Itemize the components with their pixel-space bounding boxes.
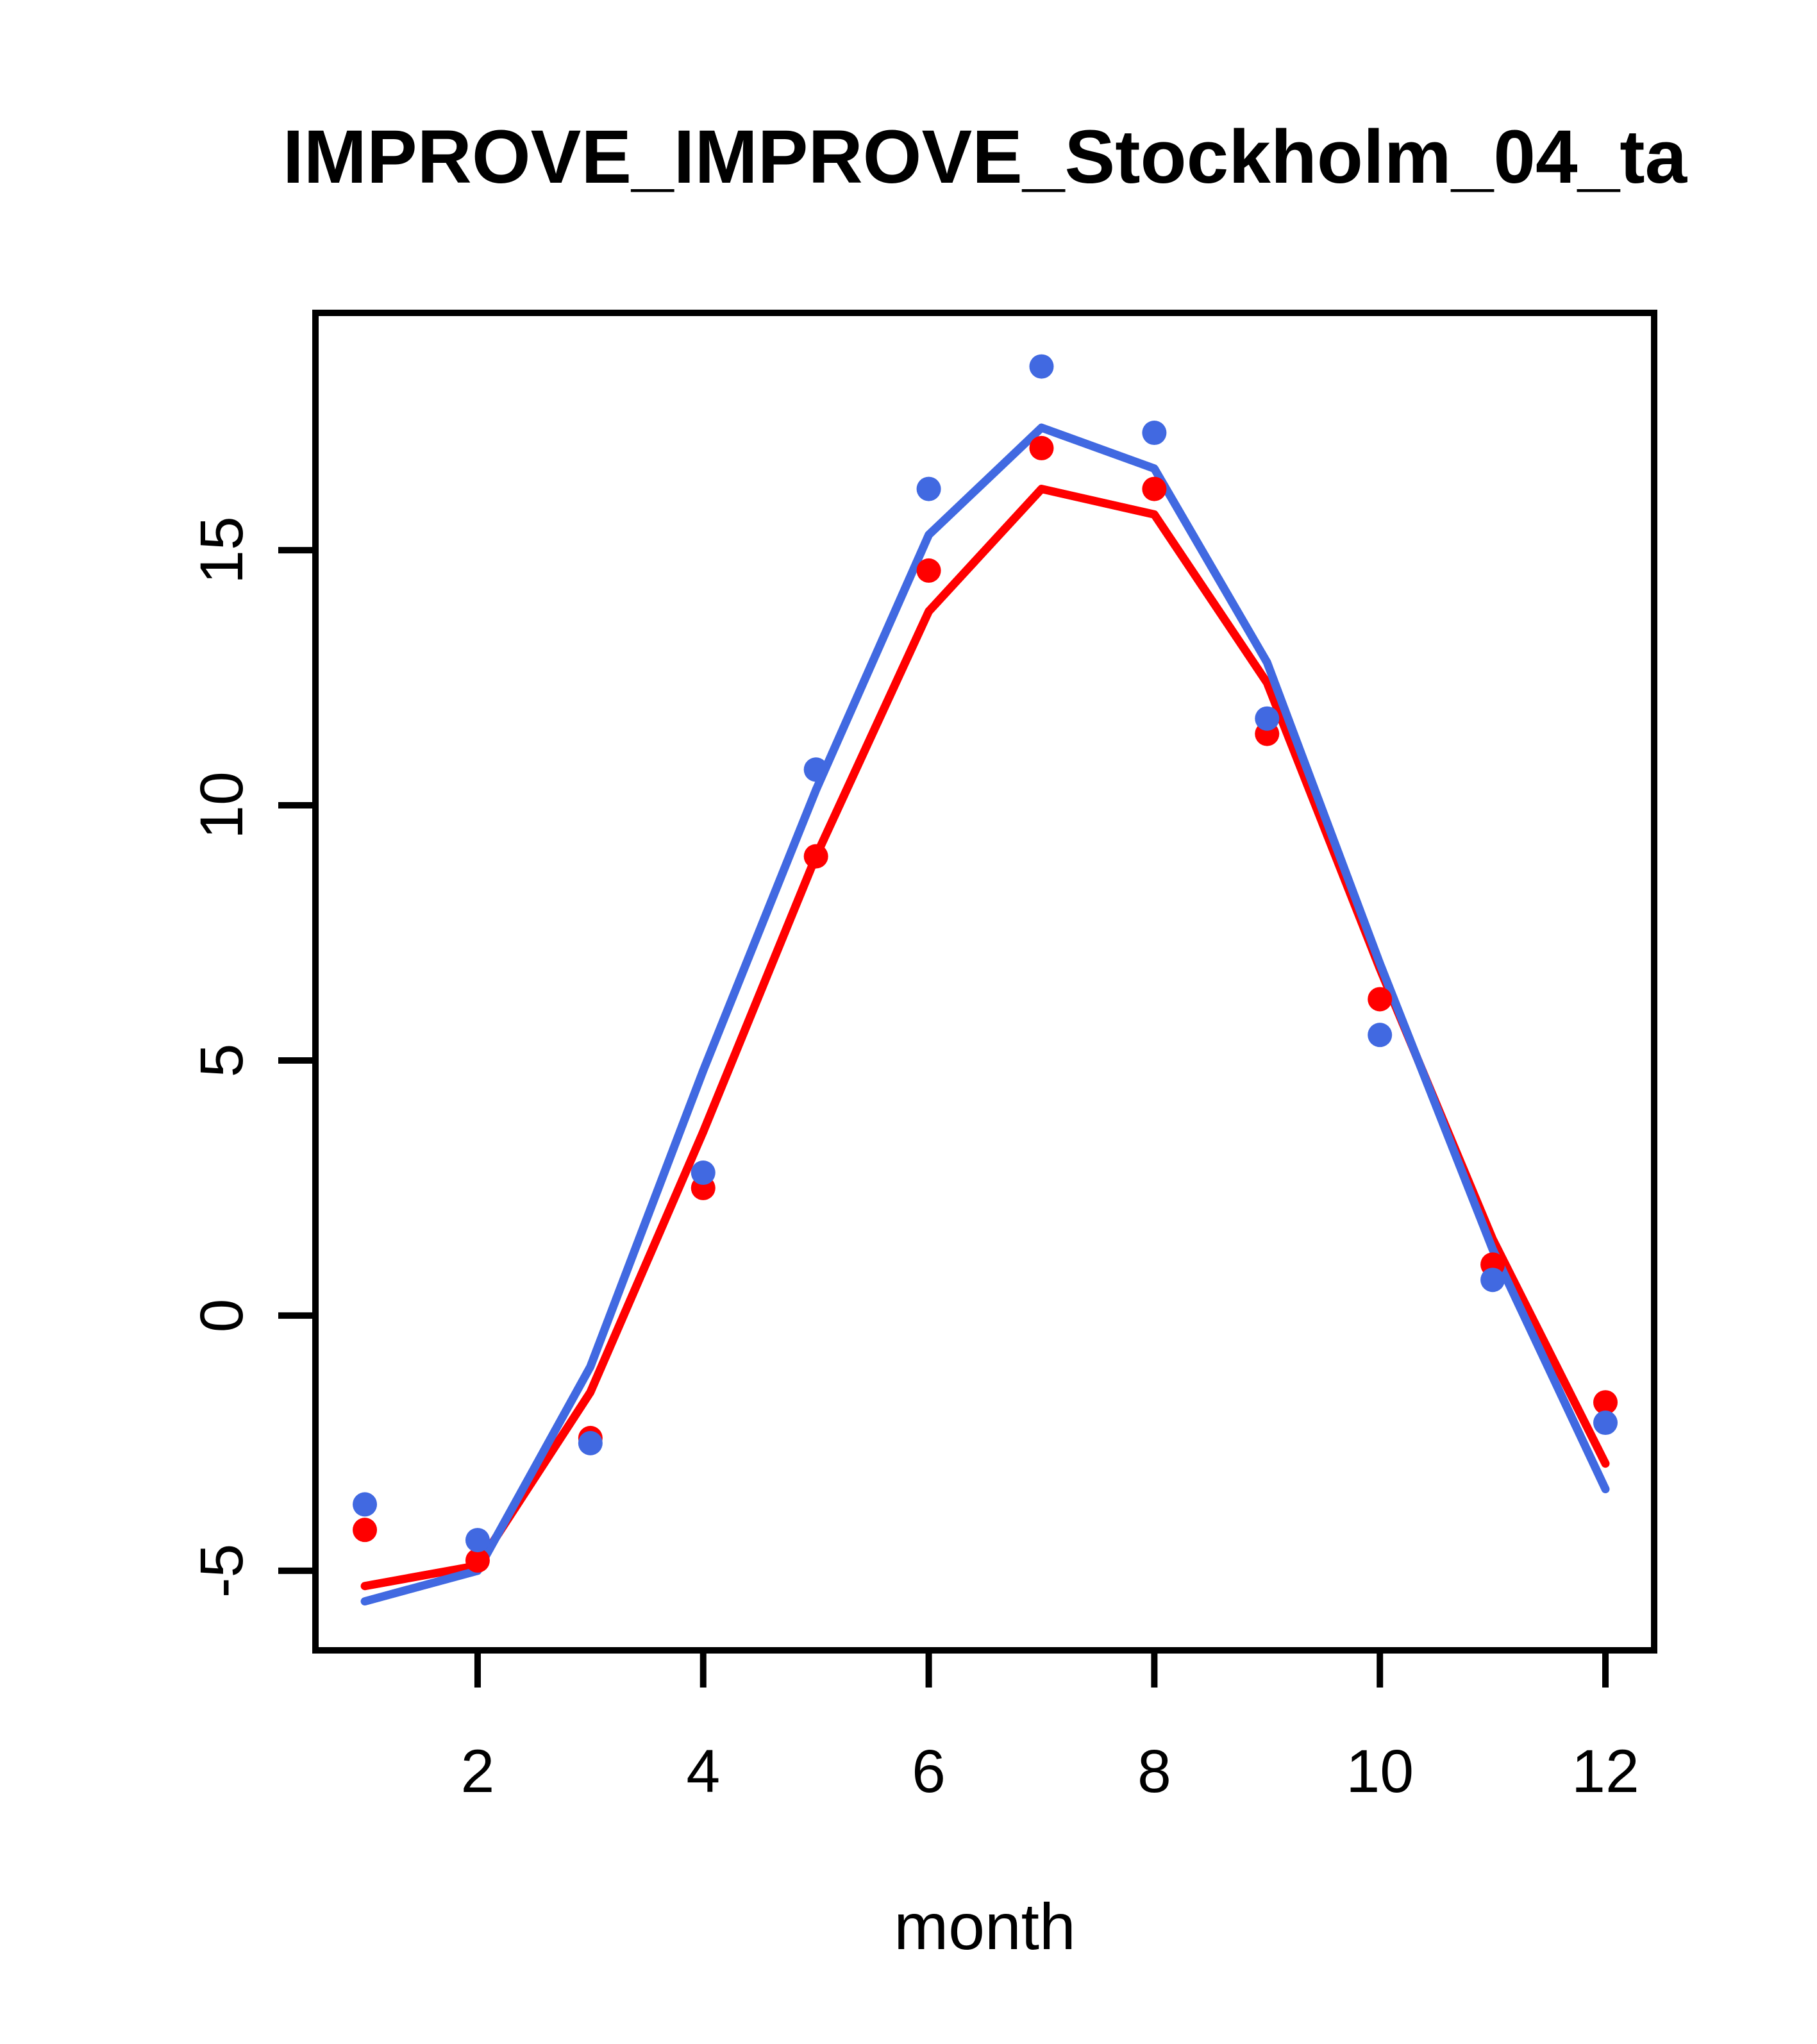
- blue-point: [578, 1430, 603, 1455]
- y-tick-label: -5: [188, 1544, 256, 1598]
- x-axis-title: month: [894, 1890, 1076, 1963]
- series-blue-line: [360, 423, 1610, 1606]
- chart-title: IMPROVE_IMPROVE_Stockholm_04_ta: [283, 115, 1688, 199]
- y-tick-label: 0: [188, 1298, 256, 1332]
- red-point: [353, 1518, 378, 1543]
- red-point: [1029, 435, 1054, 460]
- blue-point: [465, 1528, 490, 1553]
- y-tick-label: 5: [188, 1044, 256, 1078]
- plot-border: [312, 310, 1657, 1654]
- blue-point: [1480, 1268, 1505, 1293]
- blue-point: [1029, 354, 1054, 379]
- red-point: [803, 844, 828, 869]
- red-point: [1142, 476, 1167, 501]
- red-point: [1368, 987, 1393, 1012]
- data-series: [353, 354, 1618, 1606]
- y-tick-label: 10: [188, 771, 256, 839]
- blue-point: [1255, 706, 1280, 731]
- x-tick-label: 12: [1571, 1738, 1639, 1805]
- x-tick-label: 2: [461, 1738, 495, 1805]
- red-point: [465, 1548, 490, 1573]
- blue-point: [1368, 1023, 1393, 1048]
- blue-point: [916, 476, 941, 501]
- x-tick-label: 8: [1137, 1738, 1171, 1805]
- blue-point: [1142, 421, 1167, 446]
- y-tick-label: 15: [188, 516, 256, 584]
- x-tick-label: 4: [686, 1738, 720, 1805]
- blue-point: [803, 757, 828, 782]
- series-red-line: [360, 485, 1610, 1591]
- red-point: [916, 558, 941, 583]
- x-tick-label: 10: [1346, 1738, 1414, 1805]
- axes: 2 4 6 8 10 12 -5 0 5 10 15: [188, 310, 1657, 1805]
- blue-point: [353, 1492, 378, 1517]
- red-point: [1593, 1390, 1618, 1415]
- blue-point: [1593, 1411, 1618, 1436]
- x-tick-label: 6: [912, 1738, 946, 1805]
- blue-point: [691, 1160, 716, 1185]
